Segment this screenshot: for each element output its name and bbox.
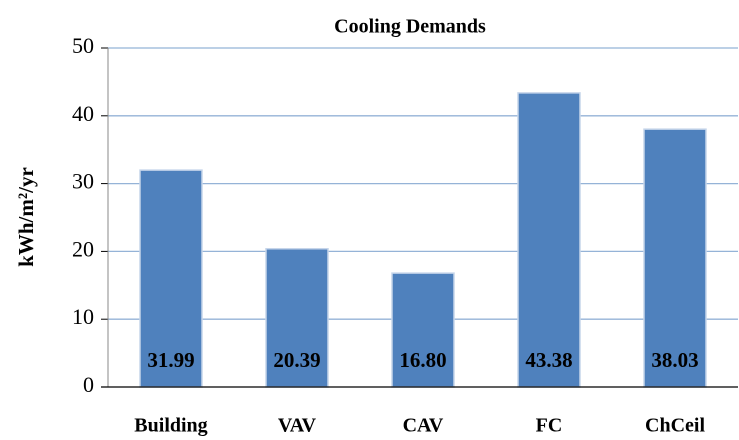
x-tick-label: ChCeil: [645, 415, 705, 437]
chart-title: Cooling Demands: [334, 16, 486, 38]
bar: [391, 272, 455, 388]
y-tick-label: 50: [72, 33, 94, 58]
y-tick-label: 40: [72, 101, 94, 126]
x-tick-label: Building: [134, 415, 207, 437]
x-tick-label: VAV: [278, 415, 317, 437]
x-tick-label: CAV: [403, 415, 444, 437]
x-tick-label: FC: [536, 415, 563, 437]
y-tick-label: 30: [72, 169, 94, 194]
y-tick-label: 20: [72, 236, 94, 261]
value-label: 16.80: [399, 348, 446, 372]
value-label: 43.38: [525, 348, 572, 372]
value-label: 38.03: [651, 348, 698, 372]
bar: [643, 128, 707, 388]
value-label: 31.99: [147, 348, 194, 372]
y-tick-label: 10: [72, 304, 94, 329]
y-axis-label: kWh/m²/yr: [14, 167, 38, 267]
bar: [517, 92, 581, 388]
value-label: 20.39: [273, 348, 320, 372]
y-tick-label: 0: [83, 372, 94, 397]
bar: [139, 169, 203, 388]
bar: [265, 248, 329, 388]
